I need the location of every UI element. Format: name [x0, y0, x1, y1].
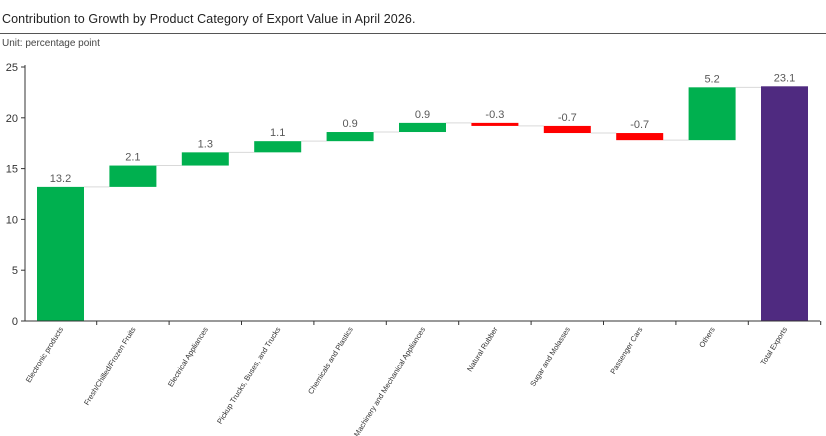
bar — [399, 122, 446, 133]
y-tick-label: 5 — [12, 265, 18, 277]
bar — [37, 186, 84, 321]
x-tick-label: Others — [697, 325, 717, 349]
y-tick-label: 15 — [6, 164, 18, 176]
x-tick-label: Sugar and Molasses — [528, 325, 572, 388]
y-tick-label: 20 — [6, 113, 18, 125]
data-label: 13.2 — [50, 173, 71, 185]
data-label: 23.1 — [774, 72, 795, 84]
data-label: -0.7 — [558, 112, 577, 124]
x-tick-label: Passenger Cars — [608, 325, 644, 376]
y-axis: 0 5 10 15 20 25 — [6, 62, 26, 328]
data-label: 1.1 — [270, 127, 285, 139]
chart-title: Contribution to Growth by Product Catego… — [2, 12, 416, 26]
bar — [109, 165, 157, 187]
data-label: -0.3 — [485, 109, 504, 121]
x-tick-label: Total Exports — [759, 325, 790, 367]
y-tick-label: 10 — [6, 214, 18, 226]
x-tick-label: Natural Rubber — [465, 325, 500, 373]
x-tick-label: Electronic products — [24, 325, 66, 384]
bar — [254, 141, 302, 153]
x-tick-label: Pickup Trucks, Buses, and Trucks — [215, 325, 282, 425]
connector-lines — [84, 86, 761, 188]
x-tick-label: Machinery and Mechanical Appliances — [352, 325, 427, 436]
data-label: 1.3 — [198, 138, 213, 150]
y-tick-label: 25 — [6, 62, 18, 74]
x-tick-label: Electrical Appliances — [166, 325, 210, 388]
bar — [471, 122, 519, 126]
data-label: 0.9 — [342, 118, 357, 130]
unit-label: Unit: percentage point — [2, 38, 100, 49]
data-label: -0.7 — [630, 119, 649, 131]
data-label: 0.9 — [415, 109, 430, 121]
y-tick-label: 0 — [12, 316, 18, 328]
bar — [181, 152, 229, 166]
bars — [37, 86, 808, 321]
x-axis: Electronic products Fresh/Chilled/Frozen … — [24, 320, 822, 436]
bar — [543, 125, 591, 134]
data-label: 2.1 — [125, 152, 140, 164]
x-tick-label: Chemicals and Plastics — [306, 325, 355, 396]
x-tick-label: Fresh/Chilled/Frozen Fruits — [82, 325, 138, 407]
bar — [688, 87, 736, 141]
bar — [761, 86, 808, 321]
title-divider — [0, 33, 826, 34]
data-label: 5.2 — [704, 73, 719, 85]
value-labels: 13.2 2.1 1.3 1.1 0.9 0.9 -0.3 -0.7 -0.7 5.2 23.1 — [50, 72, 795, 185]
bar — [326, 132, 374, 142]
bar — [616, 133, 664, 141]
